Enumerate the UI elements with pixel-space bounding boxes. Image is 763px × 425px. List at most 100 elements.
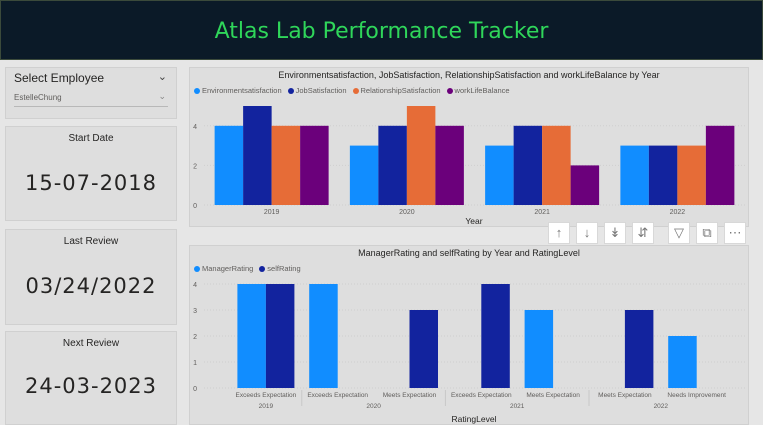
legend-swatch bbox=[259, 266, 266, 273]
x-tick-label: 2019 bbox=[264, 209, 280, 216]
x-group-label: 2020 bbox=[366, 403, 381, 410]
legend-label: workLifeBalance bbox=[454, 86, 510, 95]
bar bbox=[435, 125, 464, 205]
satisfaction-chart[interactable]: Environmentsatisfaction, JobSatisfaction… bbox=[189, 67, 749, 227]
legend-label: Environmentsatisfaction bbox=[202, 86, 282, 95]
bar bbox=[300, 125, 329, 205]
next-review-label: Next Review bbox=[62, 338, 120, 349]
bar bbox=[513, 125, 543, 205]
x-tick-label: Needs Improvement bbox=[667, 392, 726, 399]
bar bbox=[409, 310, 438, 388]
bar bbox=[481, 284, 510, 388]
bar bbox=[668, 336, 697, 388]
x-axis-title: RatingLevel bbox=[452, 414, 497, 424]
x-tick-label: Exceeds Expectation bbox=[236, 392, 297, 399]
y-tick-label: 0 bbox=[193, 203, 197, 210]
legend-label: RelationshipSatisfaction bbox=[360, 86, 441, 95]
bar bbox=[406, 106, 436, 205]
chevron-down-icon[interactable]: ⌄ bbox=[157, 71, 167, 83]
double-arrow-down-icon[interactable]: ↡ bbox=[604, 222, 626, 244]
x-tick-label: 2022 bbox=[670, 209, 686, 216]
bar bbox=[485, 145, 514, 205]
y-tick-label: 2 bbox=[193, 163, 197, 170]
x-tick-label: Meets Expectation bbox=[598, 392, 652, 399]
legend-item: JobSatisfaction bbox=[287, 86, 347, 95]
arrow-up-icon[interactable]: ↑ bbox=[548, 222, 570, 244]
x-tick-label: Exceeds Expectation bbox=[451, 392, 512, 399]
employee-slicer[interactable]: Select Employee ⌄ EstelleChung ⌄ bbox=[5, 67, 177, 119]
legend-label: ManagerRating bbox=[202, 264, 254, 273]
slicer-label: Select Employee bbox=[14, 71, 105, 85]
bar bbox=[705, 125, 735, 205]
legend-item: workLifeBalance bbox=[446, 86, 510, 95]
expand-hierarchy-icon[interactable]: ⇵ bbox=[632, 222, 654, 244]
next-review-value: 24-03-2023 bbox=[24, 374, 158, 398]
y-tick-label: 2 bbox=[193, 334, 197, 341]
arrow-down-icon[interactable]: ↓ bbox=[576, 222, 598, 244]
filter-icon[interactable]: ▽ bbox=[668, 222, 690, 244]
x-tick-label: 2021 bbox=[534, 209, 550, 216]
bar bbox=[243, 106, 272, 205]
chart-title: ManagerRating and selfRating by Year and… bbox=[358, 248, 580, 258]
legend-item: ManagerRating bbox=[194, 264, 253, 273]
y-tick-label: 1 bbox=[193, 360, 197, 367]
employee-dropdown[interactable]: EstelleChung ⌄ bbox=[14, 89, 168, 107]
bar bbox=[677, 145, 706, 205]
employee-dropdown-value: EstelleChung bbox=[14, 93, 62, 102]
rating-chart[interactable]: ManagerRating and selfRating by Year and… bbox=[189, 245, 749, 425]
start-date-label: Start Date bbox=[68, 133, 114, 144]
more-options-icon[interactable]: ⋯ bbox=[724, 222, 746, 244]
bar bbox=[648, 145, 678, 205]
legend-swatch bbox=[194, 266, 200, 273]
bar bbox=[214, 125, 244, 205]
x-tick-label: 2020 bbox=[399, 209, 415, 216]
bar bbox=[309, 284, 338, 388]
x-group-label: 2021 bbox=[510, 403, 525, 410]
last-review-value: 03/24/2022 bbox=[25, 274, 157, 298]
last-review-card: Last Review 03/24/2022 bbox=[5, 229, 177, 325]
focus-mode-icon[interactable]: ⧉ bbox=[696, 222, 718, 244]
bar bbox=[542, 125, 571, 205]
legend-item: RelationshipSatisfaction bbox=[352, 86, 441, 95]
legend-swatch bbox=[352, 88, 359, 95]
y-tick-label: 0 bbox=[193, 386, 197, 393]
start-date-card: Start Date 15-07-2018 bbox=[5, 126, 177, 221]
chart-title: Environmentsatisfaction, JobSatisfaction… bbox=[278, 70, 660, 80]
satisfaction-chart-plot: 0 2 4 2019 2020 2021 2022 Year bbox=[193, 106, 745, 226]
chevron-down-icon[interactable]: ⌄ bbox=[158, 91, 166, 101]
y-tick-label: 3 bbox=[193, 308, 197, 315]
bar bbox=[271, 125, 301, 205]
bar bbox=[570, 165, 600, 205]
legend-swatch bbox=[287, 88, 294, 95]
y-tick-label: 4 bbox=[193, 124, 197, 131]
legend-label: JobSatisfaction bbox=[295, 86, 347, 95]
x-tick-label: Meets Expectation bbox=[383, 392, 437, 399]
report-title: Atlas Lab Performance Tracker bbox=[214, 19, 549, 44]
legend-item: selfRating bbox=[259, 264, 301, 273]
start-date-value: 15-07-2018 bbox=[24, 171, 158, 195]
bar bbox=[524, 310, 554, 388]
visual-header-toolbar: ↑ ↓ ↡ ⇵ ▽ ⧉ ⋯ bbox=[548, 222, 748, 247]
x-tick-label: Meets Expectation bbox=[526, 392, 580, 399]
bar bbox=[265, 284, 295, 388]
x-group-label: 2022 bbox=[654, 403, 669, 410]
bar bbox=[620, 145, 649, 205]
last-review-label: Last Review bbox=[63, 236, 119, 247]
chart-legend: Environmentsatisfaction JobSatisfaction Re… bbox=[194, 86, 516, 95]
legend-swatch bbox=[446, 88, 453, 95]
bar bbox=[378, 125, 407, 205]
rating-chart-plot: 0 1 2 3 4 Exceeds Expectation Exceeds Expectat… bbox=[193, 282, 745, 424]
report-header: Atlas Lab Performance Tracker bbox=[0, 0, 763, 60]
legend-swatch bbox=[194, 88, 200, 95]
y-tick-label: 4 bbox=[193, 282, 197, 289]
bar bbox=[349, 145, 379, 205]
bar bbox=[237, 284, 266, 388]
x-tick-label: Exceeds Expectation bbox=[307, 392, 368, 399]
x-group-label: 2019 bbox=[259, 403, 274, 410]
legend-label: selfRating bbox=[267, 264, 301, 273]
chart-legend: ManagerRating selfRating bbox=[194, 264, 307, 273]
bar bbox=[624, 310, 654, 388]
next-review-card: Next Review 24-03-2023 bbox=[5, 331, 177, 425]
x-axis-title: Year bbox=[465, 216, 482, 226]
